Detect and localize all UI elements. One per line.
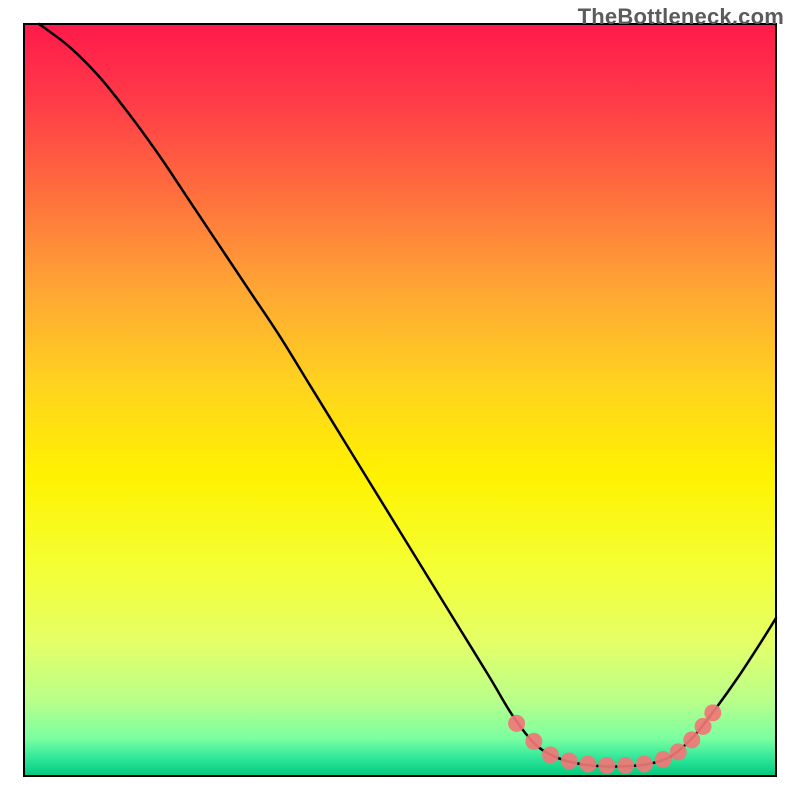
marker-dot [670,743,687,760]
plot-area [24,24,776,776]
marker-dot [542,746,559,763]
marker-dot [598,757,615,774]
marker-dot [580,755,597,772]
plot-svg [0,0,800,800]
marker-dot [655,751,672,768]
marker-dot [617,757,634,774]
marker-dot [683,731,700,748]
marker-dot [508,715,525,732]
marker-dot [561,752,578,769]
chart-container: TheBottleneck.com [0,0,800,800]
marker-dot [704,704,721,721]
marker-dot [525,733,542,750]
marker-dot [636,755,653,772]
plot-background [24,24,776,776]
watermark-text: TheBottleneck.com [578,4,784,30]
